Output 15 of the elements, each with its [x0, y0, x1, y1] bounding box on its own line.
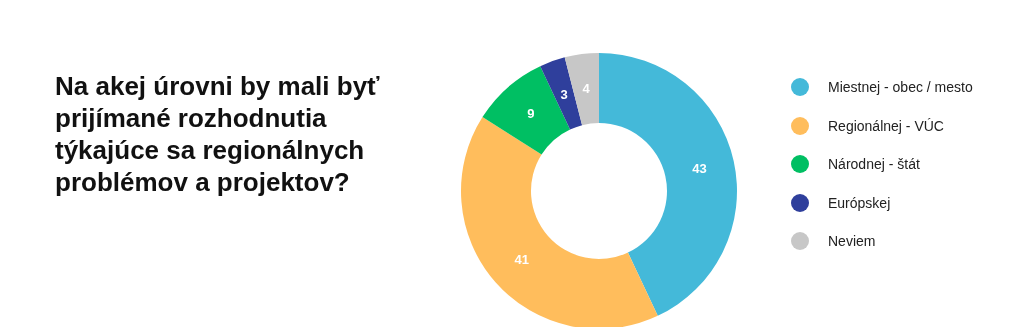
donut-slice: [599, 53, 737, 316]
legend-label: Národnej - štát: [828, 156, 920, 173]
data-label: 3: [560, 86, 568, 102]
legend-label: Európskej: [828, 194, 891, 211]
donut-slice: [540, 57, 583, 130]
text: Na akej úrovni by mali byť prijímané rozhodnutia týkajúce sa regionálnych problémov a projektov?: [55, 70, 381, 198]
donut-slice: [461, 117, 658, 327]
legend-label: Regionálnej - VÚC: [828, 117, 944, 134]
legend-label: Neviem: [828, 233, 876, 250]
data-label: 41: [514, 251, 529, 267]
donut-slice: [482, 66, 571, 155]
data-label: 43: [692, 161, 707, 177]
data-label: 9: [527, 106, 535, 122]
legend-label: Miestnej - obec / mesto: [828, 79, 973, 96]
data-label: 4: [582, 81, 591, 97]
